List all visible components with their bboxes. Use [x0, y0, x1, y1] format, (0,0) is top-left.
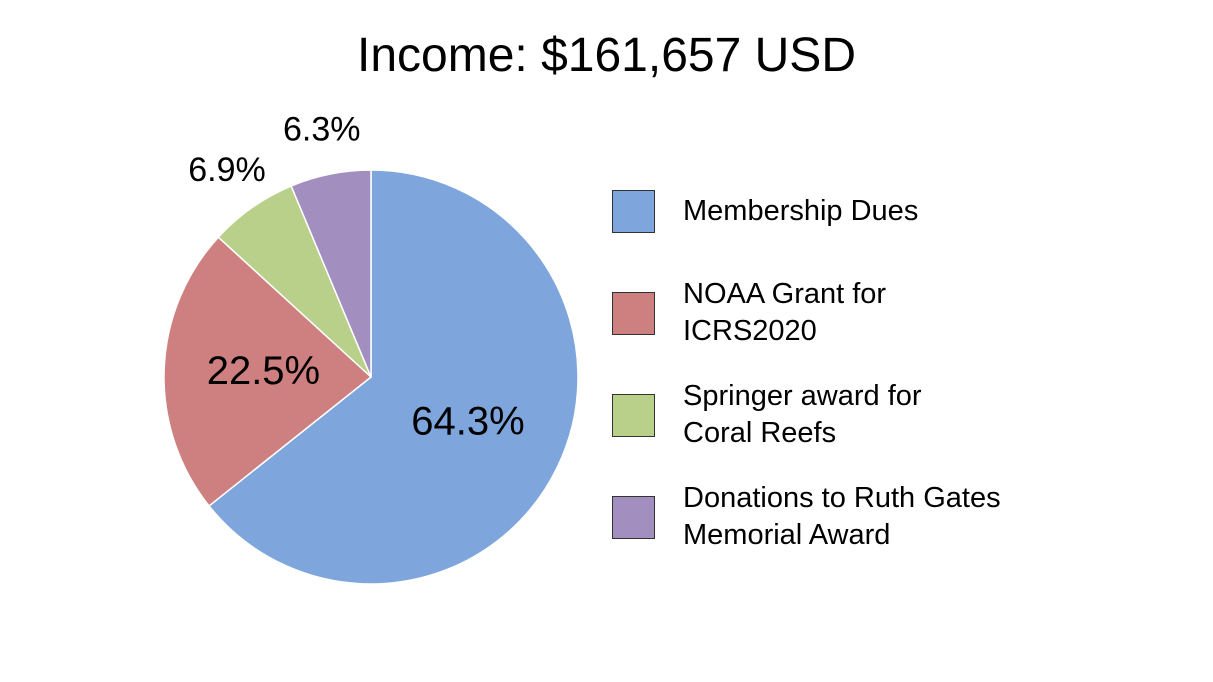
slice-label: 22.5%: [207, 349, 320, 393]
legend-entry: NOAA Grant for ICRS2020: [612, 278, 886, 347]
legend-entry: Membership Dues: [612, 189, 918, 233]
legend-label: NOAA Grant for ICRS2020: [683, 278, 887, 347]
legend-label: Membership Dues: [683, 194, 919, 227]
legend-swatch: [612, 291, 655, 335]
legend-swatch: [612, 393, 655, 437]
pie-slice: [163, 236, 373, 507]
legend-swatch: [612, 495, 655, 539]
slice-label: 64.3%: [411, 399, 524, 443]
legend-swatch: [612, 189, 655, 233]
slice-label: 6.9%: [188, 151, 266, 189]
slice-label: 6.3%: [283, 110, 361, 148]
legend-entry: Springer award for Coral Reefs: [612, 380, 922, 449]
legend-entry: Donations to Ruth Gates Memorial Award: [612, 482, 1001, 551]
legend-label: Springer award for Coral Reefs: [683, 380, 922, 449]
chart-title: Income: $161,657 USD: [357, 29, 856, 82]
legend-label: Donations to Ruth Gates Memorial Award: [683, 482, 1001, 551]
pie-slice: [290, 169, 372, 378]
pie-slice: [207, 169, 579, 585]
